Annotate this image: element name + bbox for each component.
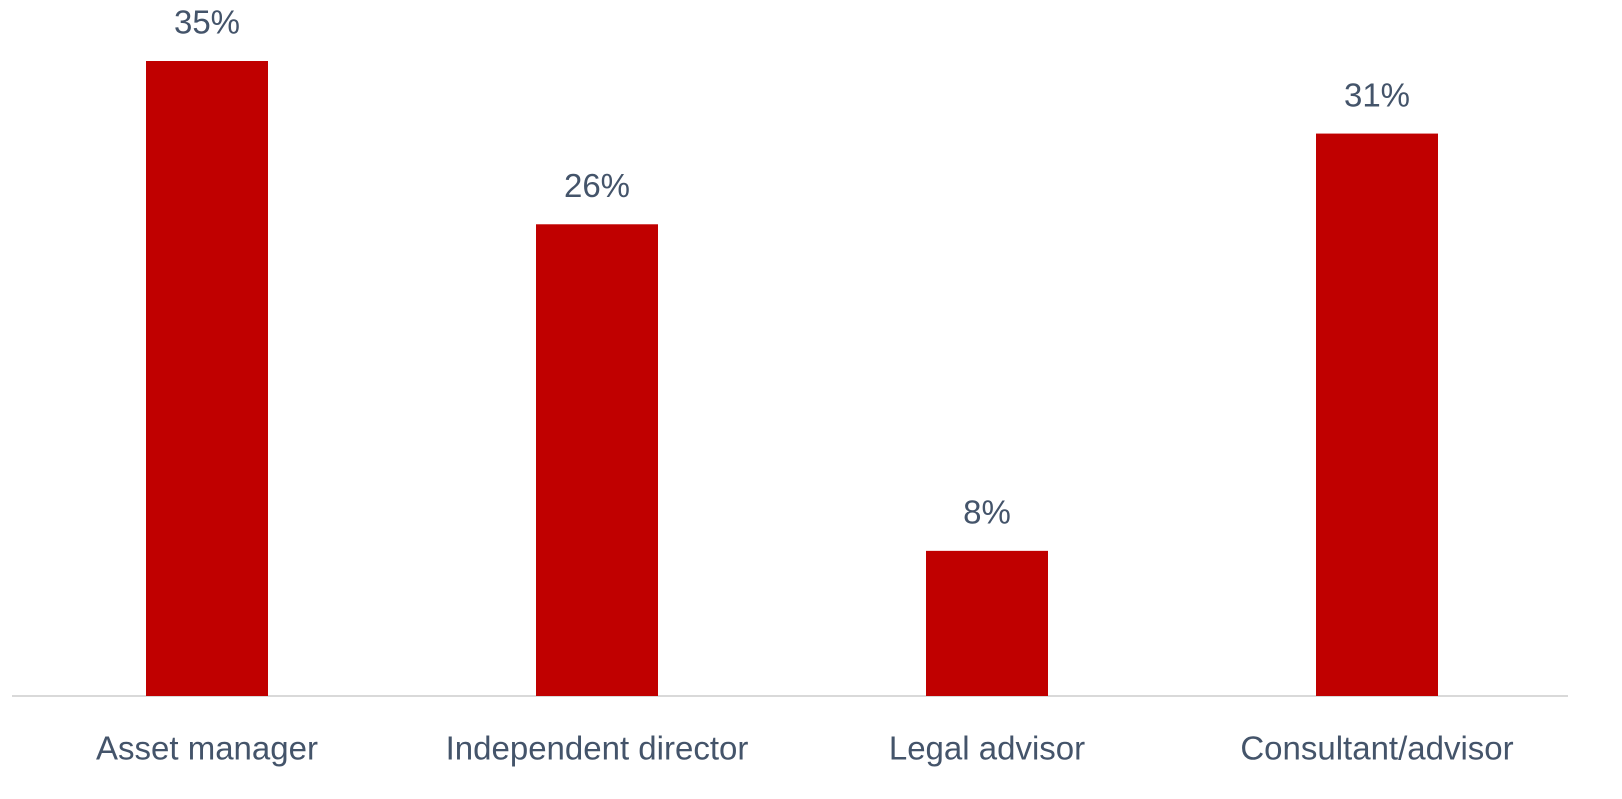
x-tick-label: Independent director xyxy=(446,730,749,767)
bar xyxy=(926,550,1048,696)
x-tick-label: Asset manager xyxy=(96,730,318,767)
value-label: 35% xyxy=(174,4,240,41)
value-label: 8% xyxy=(963,494,1011,531)
x-tick-label: Consultant/advisor xyxy=(1240,730,1513,767)
value-label: 26% xyxy=(564,167,630,204)
bar xyxy=(536,224,658,697)
x-tick-label: Legal advisor xyxy=(889,730,1085,767)
bar xyxy=(146,61,268,696)
value-label: 31% xyxy=(1344,76,1410,113)
bar xyxy=(1316,133,1438,697)
